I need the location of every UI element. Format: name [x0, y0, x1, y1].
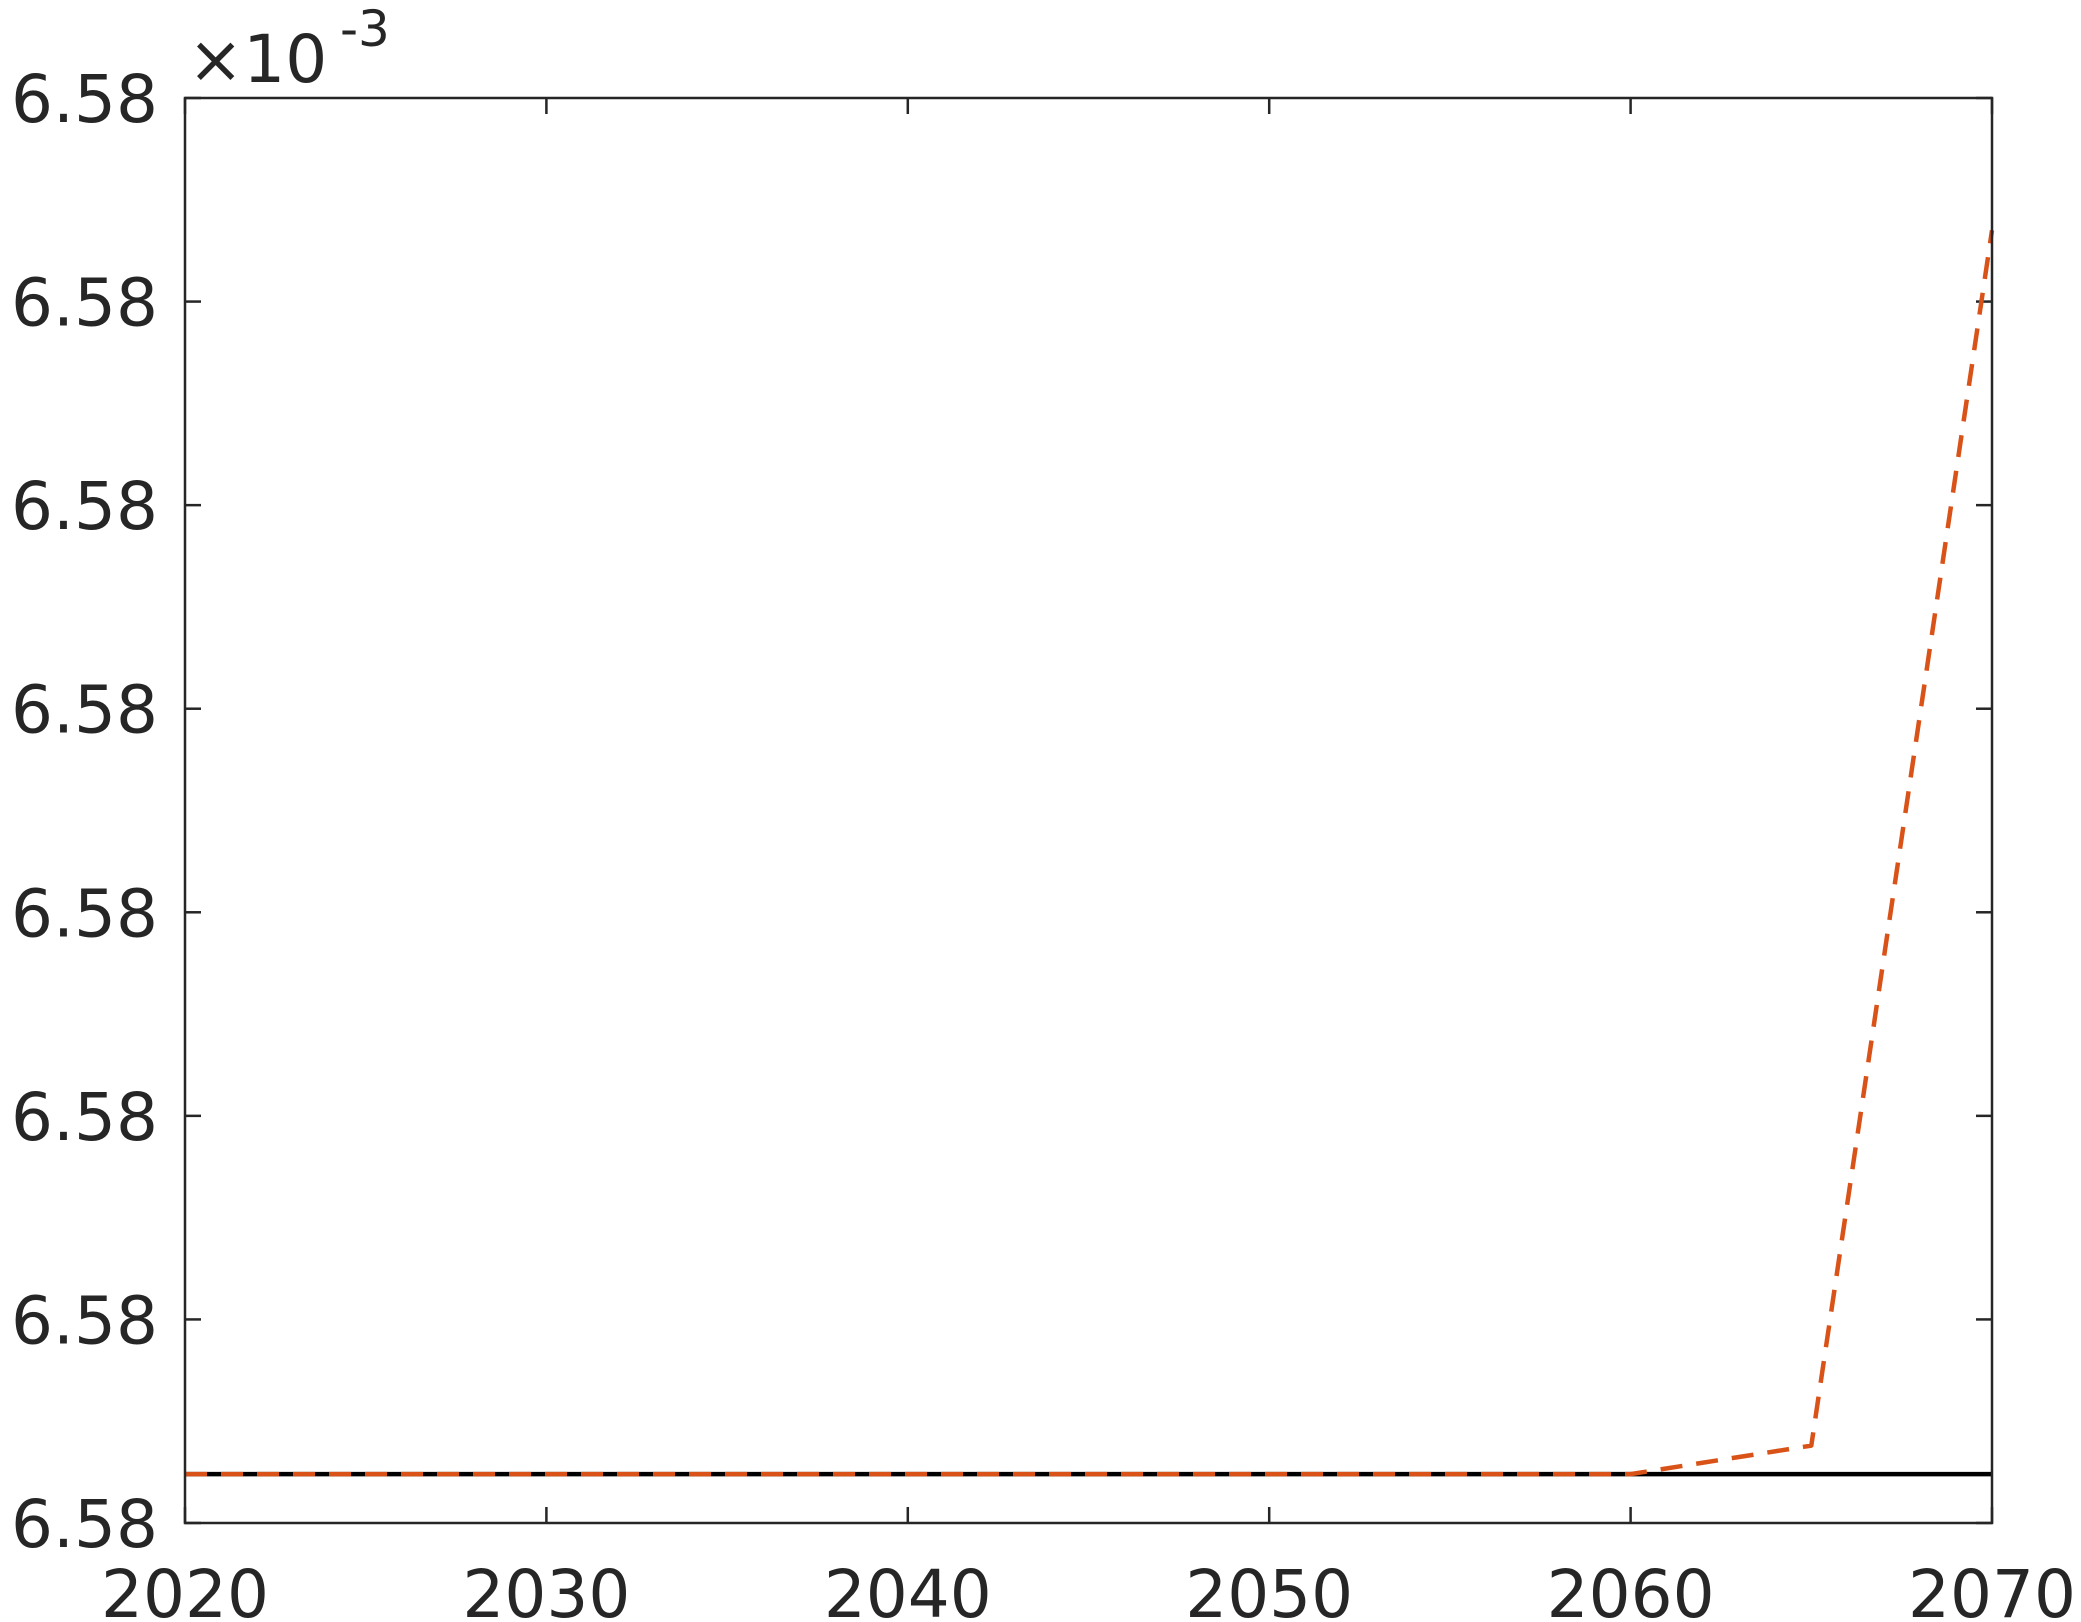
series-group: [185, 229, 1995, 1477]
y-tick-label: 6.58: [11, 265, 158, 342]
y-tick-label: 6.58: [11, 672, 158, 749]
x-tick-label: 2070: [1908, 1556, 2076, 1622]
x-tick-label: 2020: [101, 1556, 269, 1622]
x-tick-label: 2040: [824, 1556, 992, 1622]
y-exponent-power: -3: [340, 0, 390, 58]
series-line-2: [185, 229, 1995, 1477]
axes-box: [183, 96, 1994, 1525]
y-tick-label: 6.58: [11, 1486, 158, 1563]
x-tick-label: 2060: [1547, 1556, 1715, 1622]
y-tick-label: 6.58: [11, 61, 158, 138]
y-tick-label: 6.58: [11, 875, 158, 952]
y-tick-label: 6.58: [11, 468, 158, 545]
y-tick-label: 6.58: [11, 1282, 158, 1359]
x-tick-label: 2030: [462, 1556, 630, 1622]
x-tick-label: 2050: [1185, 1556, 1353, 1622]
y-exponent-base: ×10: [188, 21, 327, 98]
y-tick-label: 6.58: [11, 1079, 158, 1156]
plot-frame: [183, 96, 1994, 1525]
tick-labels: 2020 2030 2040 2050 2060 2070 6.58 6.58 6.58 6.58…: [11, 0, 2076, 1622]
